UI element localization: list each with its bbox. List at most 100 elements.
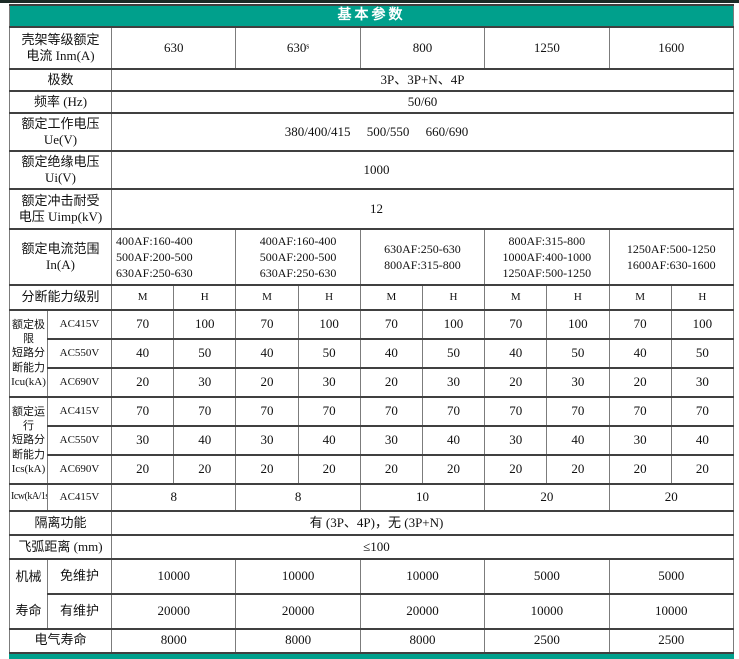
icw-label: Icw(kA/1s) <box>9 483 48 512</box>
table-title: 基本参数 <box>9 4 734 28</box>
value-cell: 800AF:315-800 1000AF:400-1000 1250AF:500… <box>484 228 610 286</box>
row-poles: 极数 3P、3P+N、4P <box>9 68 734 92</box>
value-cell: 20 <box>110 367 175 398</box>
value-cell: 70 <box>670 396 735 427</box>
value-cell: 20000 <box>235 592 361 630</box>
row-in-range: 额定电流范围 In(A) 400AF:160-400 500AF:200-500… <box>9 228 734 286</box>
value-cell: 8 <box>110 483 237 512</box>
value-cell: 1250AF:500-1250 1600AF:630-1600 <box>608 228 734 286</box>
value-cell: 2500 <box>608 627 734 654</box>
value-cell: 30 <box>359 425 423 456</box>
value-cell: 20 <box>546 454 610 485</box>
value-cell: 1600 <box>608 26 734 70</box>
value-cell: M <box>608 284 672 311</box>
row-ics-550: AC550V 30 40 30 40 30 40 30 40 30 40 <box>10 425 735 456</box>
value-cell: 70 <box>484 396 548 427</box>
value-cell: 50 <box>297 338 361 369</box>
value-cell: 20 <box>670 454 735 485</box>
value-cell: 30 <box>484 425 548 456</box>
voltage-label: AC415V <box>47 396 112 427</box>
value-cell: 8000 <box>110 627 237 654</box>
value-cell: 8 <box>235 483 361 512</box>
arc-distance-value: ≤100 <box>111 534 734 560</box>
value-cell: 100 <box>173 309 237 340</box>
value-cell: 50 <box>670 338 735 369</box>
value-cell: 30 <box>546 367 610 398</box>
value-cell: 20000 <box>359 592 486 630</box>
value-cell: M <box>359 284 423 311</box>
value-cell: 50 <box>421 338 486 369</box>
breaking-grade-label: 分断能力级别 <box>9 284 112 311</box>
in-range-label: 额定电流范围 In(A) <box>9 228 112 286</box>
uimp-label: 额定冲击耐受 电压 Uimp(kV) <box>9 188 112 230</box>
value-cell: 20 <box>608 454 672 485</box>
mech-life-group-label: 机械 寿命 <box>9 558 48 630</box>
ue-value: 380/400/415 500/550 660/690 <box>111 112 734 152</box>
value-cell: 10000 <box>110 558 237 595</box>
ue-label: 额定工作电压 Ue(V) <box>9 112 112 152</box>
row-title: 基本参数 <box>9 4 734 28</box>
value-cell: H <box>670 284 735 311</box>
value-cell: 20 <box>235 367 299 398</box>
value-cell: H <box>297 284 361 311</box>
value-cell: 30 <box>235 425 299 456</box>
row-arc-distance: 飞弧距离 (mm) ≤100 <box>9 534 734 560</box>
voltage-label: AC690V <box>47 454 112 485</box>
row-mech-life-maint: 有维护 20000 20000 20000 10000 10000 <box>10 592 734 630</box>
value-cell: 50 <box>173 338 237 369</box>
value-cell: 70 <box>235 396 299 427</box>
value-cell: 5000 <box>484 558 610 595</box>
value-cell: 40 <box>235 338 299 369</box>
value-cell: 10000 <box>608 592 734 630</box>
value-cell: 400AF:160-400 500AF:200-500 630AF:250-63… <box>110 228 237 286</box>
value-cell: 20 <box>484 483 610 512</box>
value-cell: 70 <box>421 396 486 427</box>
value-cell: M <box>484 284 548 311</box>
voltage-label: AC415V <box>47 483 112 512</box>
row-icu-415: 额定极限 短路分 断能力 Icu(kA) AC415V 70 100 70 100 70… <box>9 309 735 398</box>
row-icu-550: AC550V 40 50 40 50 40 50 40 50 40 50 <box>10 338 735 369</box>
ics-group-label: 额定运行 短路分 断能力 Ics(kA) <box>9 396 48 485</box>
uimp-value: 12 <box>111 188 734 230</box>
row-icw: Icw(kA/1s) AC415V 8 8 10 20 20 <box>9 483 734 512</box>
row-ue: 额定工作电压 Ue(V) 380/400/415 500/550 660/690 <box>9 112 734 152</box>
value-cell: 70 <box>608 396 672 427</box>
bottom-accent-bar <box>9 653 734 659</box>
value-cell: 8000 <box>235 627 361 654</box>
value-cell: 20 <box>359 367 423 398</box>
value-cell: 800 <box>359 26 486 70</box>
value-cell: 20 <box>421 454 486 485</box>
poles-label: 极数 <box>9 68 112 92</box>
value-cell: 20 <box>484 367 548 398</box>
value-cell: 40 <box>421 425 486 456</box>
value-cell: 2500 <box>484 627 610 654</box>
value-cell: 100 <box>421 309 486 340</box>
value-cell: 10000 <box>359 558 486 595</box>
value-cell: 70 <box>359 309 423 340</box>
value-cell: 20 <box>235 454 299 485</box>
value-cell: 10000 <box>235 558 361 595</box>
value-cell: 40 <box>110 338 175 369</box>
value-cell: 630 <box>110 26 237 70</box>
value-cell: M <box>110 284 175 311</box>
value-cell: 20 <box>110 454 175 485</box>
value-cell: 50 <box>546 338 610 369</box>
value-cell: 70 <box>110 396 175 427</box>
value-cell: M <box>235 284 299 311</box>
isolation-value: 有 (3P、4P)，无 (3P+N) <box>111 510 734 536</box>
top-divider-bar <box>0 0 739 3</box>
value-cell: 40 <box>546 425 610 456</box>
value-cell: 20 <box>608 367 672 398</box>
value-cell: 5000 <box>608 558 734 595</box>
value-cell: 30 <box>173 367 237 398</box>
icu-group-label: 额定极限 短路分 断能力 Icu(kA) <box>9 309 48 398</box>
inm-label: 壳架等级额定 电流 Inm(A) <box>9 26 112 70</box>
row-frequency: 频率 (Hz) 50/60 <box>9 90 734 114</box>
row-ics-690: AC690V 20 20 20 20 20 20 20 20 20 20 <box>10 454 735 485</box>
value-cell: 20 <box>297 454 361 485</box>
voltage-label: AC550V <box>47 425 112 456</box>
value-cell: H <box>173 284 237 311</box>
value-cell: 100 <box>297 309 361 340</box>
value-cell: H <box>421 284 486 311</box>
